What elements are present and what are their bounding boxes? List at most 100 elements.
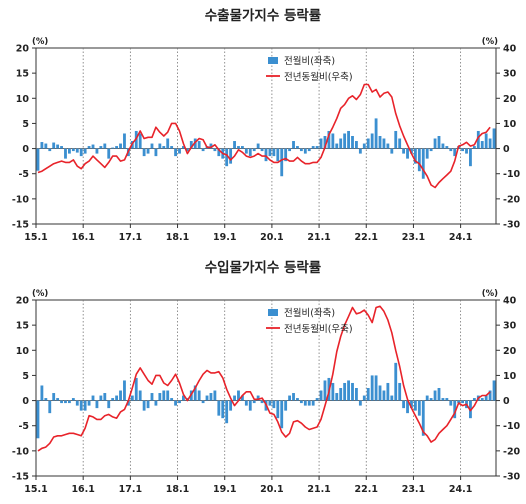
bar — [91, 395, 95, 401]
x-tick-label: 15.1 — [24, 484, 47, 495]
bar — [182, 395, 185, 401]
bar — [68, 400, 71, 404]
bar — [362, 143, 366, 149]
bar — [398, 138, 402, 149]
bar — [374, 375, 378, 401]
bar — [182, 146, 185, 149]
bar — [217, 400, 221, 416]
plot-frame — [35, 299, 497, 477]
bar — [162, 146, 166, 149]
bar — [44, 398, 48, 401]
left-tick-label: -5 — [18, 169, 29, 180]
right-tick-label: 0 — [503, 396, 510, 407]
bar — [386, 382, 390, 401]
bar — [492, 128, 496, 149]
bar — [174, 148, 177, 157]
bar — [154, 148, 158, 157]
bar — [260, 148, 264, 152]
bar — [185, 148, 189, 152]
left-tick-label: 10 — [16, 94, 30, 105]
left-tick-label: 15 — [16, 69, 29, 80]
left-tick-label: 15 — [16, 321, 29, 332]
bar — [174, 400, 177, 406]
x-tick-label: 20.1 — [260, 232, 283, 243]
right-tick-label: 40 — [503, 296, 517, 307]
bar — [268, 148, 272, 157]
bar — [107, 400, 111, 409]
bar — [40, 385, 44, 401]
bar — [233, 395, 236, 401]
bar — [461, 148, 464, 152]
bar — [307, 148, 311, 152]
bar — [209, 393, 213, 401]
series-line — [37, 83, 491, 189]
bar — [469, 148, 472, 167]
bar — [268, 400, 272, 406]
bar — [445, 146, 449, 149]
x-tick-label: 18.1 — [166, 484, 189, 495]
bar — [56, 398, 60, 401]
bar — [370, 133, 374, 149]
bar — [79, 400, 83, 411]
bar — [449, 400, 453, 406]
right-tick-label: 10 — [503, 119, 517, 130]
bar — [358, 400, 362, 406]
bar — [75, 148, 79, 153]
bar — [248, 400, 252, 411]
bar — [492, 380, 496, 401]
bar — [382, 390, 386, 401]
bar — [103, 393, 107, 401]
bar — [331, 382, 335, 401]
right-axis-unit: (%) — [482, 37, 498, 47]
x-tick-label: 24.1 — [449, 484, 472, 495]
export-price-chart-panel: 수출물가지수 등락률 15.1 16.1 17.1 18.1 19.1 20.1 21.1 2… — [12, 8, 521, 243]
bar — [123, 133, 126, 149]
bar — [170, 398, 174, 401]
bar — [103, 143, 107, 149]
bar — [95, 148, 99, 154]
bar — [335, 393, 339, 401]
x-tick-label: 19.1 — [213, 232, 236, 243]
bar — [347, 130, 350, 149]
bar — [170, 146, 174, 149]
x-tick-label: 23.1 — [402, 232, 425, 243]
bar — [299, 400, 303, 404]
bar — [461, 400, 464, 404]
bar — [480, 398, 484, 401]
bar — [303, 400, 307, 406]
bar — [71, 398, 75, 401]
bar — [48, 400, 52, 414]
bar — [429, 148, 433, 152]
right-tick-label: 0 — [503, 144, 510, 155]
bar — [343, 133, 347, 149]
bar — [315, 146, 319, 149]
bar — [398, 382, 402, 401]
bar — [441, 143, 445, 149]
bar — [134, 377, 138, 401]
bar — [146, 400, 150, 409]
left-tick-label: -5 — [18, 421, 29, 432]
bar — [244, 148, 248, 154]
right-tick-label: 20 — [503, 346, 517, 357]
bar — [111, 398, 115, 401]
bar — [44, 143, 48, 149]
bar — [331, 133, 335, 149]
bar — [64, 148, 67, 159]
x-tick-label: 17.1 — [119, 484, 142, 495]
bar — [123, 380, 126, 401]
bar — [347, 380, 350, 401]
bar — [417, 148, 421, 172]
bar — [95, 400, 99, 409]
bar — [355, 141, 358, 149]
bar — [406, 400, 409, 414]
bar — [197, 390, 201, 401]
bar — [351, 382, 354, 401]
x-tick-label: 21.1 — [307, 232, 330, 243]
bar — [484, 395, 488, 401]
bar — [107, 148, 111, 159]
bar — [256, 395, 260, 401]
bar — [315, 398, 319, 401]
bar — [146, 148, 150, 154]
bar — [52, 393, 56, 401]
bar — [437, 388, 441, 401]
